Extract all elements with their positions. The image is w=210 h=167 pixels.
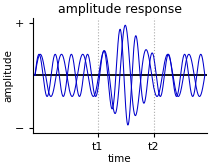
X-axis label: time: time (108, 153, 132, 163)
Y-axis label: amplitude: amplitude (4, 49, 13, 102)
Title: amplitude response: amplitude response (58, 4, 182, 17)
